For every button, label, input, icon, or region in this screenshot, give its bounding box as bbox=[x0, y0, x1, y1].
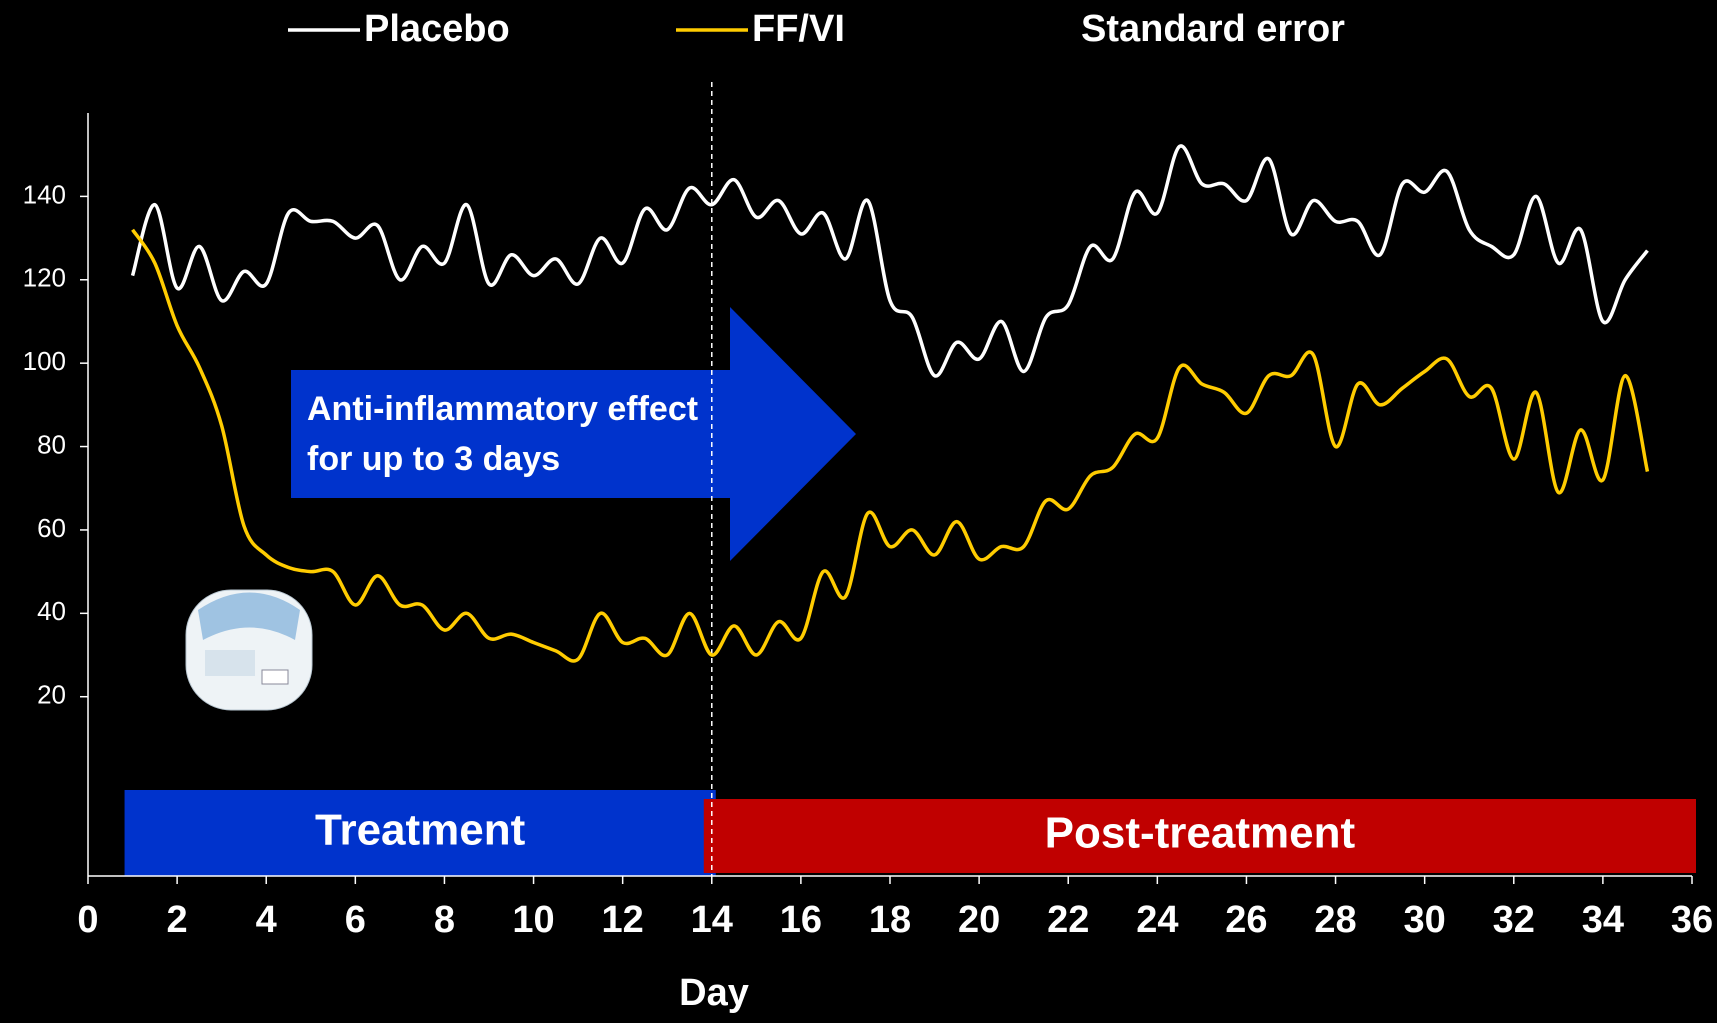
y-tick-label: 140 bbox=[23, 179, 66, 209]
x-tick-label: 36 bbox=[1671, 899, 1713, 941]
phase-label: Treatment bbox=[315, 806, 526, 855]
x-tick-label: 28 bbox=[1314, 899, 1356, 941]
x-tick-label: 2 bbox=[167, 899, 188, 941]
x-axis-label: Day bbox=[679, 972, 749, 1014]
x-tick-label: 12 bbox=[602, 899, 644, 941]
y-tick-label: 120 bbox=[23, 263, 66, 293]
x-tick-label: 6 bbox=[345, 899, 366, 941]
legend-label: Placebo bbox=[364, 8, 510, 50]
x-tick-label: 34 bbox=[1582, 899, 1624, 941]
legend-label: FF/VI bbox=[752, 8, 845, 50]
x-tick-label: 4 bbox=[256, 899, 277, 941]
x-tick-label: 20 bbox=[958, 899, 1000, 941]
x-tick-label: 0 bbox=[77, 899, 98, 941]
x-tick-label: 8 bbox=[434, 899, 455, 941]
series-line bbox=[131, 228, 1650, 663]
y-tick-label: 60 bbox=[37, 513, 66, 543]
x-tick-label: 26 bbox=[1225, 899, 1267, 941]
x-tick-label: 32 bbox=[1493, 899, 1535, 941]
y-tick-label: 40 bbox=[37, 596, 66, 626]
phase-bar bbox=[703, 799, 1696, 873]
arrow bbox=[291, 307, 856, 561]
y-tick-label: 80 bbox=[37, 429, 66, 459]
y-tick-label: 100 bbox=[23, 346, 66, 376]
x-tick-label: 30 bbox=[1404, 899, 1446, 941]
phase-label: Post-treatment bbox=[1045, 809, 1356, 858]
x-tick-label: 14 bbox=[691, 899, 733, 941]
y-tick-label: 20 bbox=[37, 680, 66, 710]
x-tick-label: 24 bbox=[1136, 899, 1178, 941]
phase-bar bbox=[124, 790, 716, 876]
legend-label: Standard error bbox=[1081, 8, 1345, 50]
annotation: for up to 3 days bbox=[307, 440, 560, 478]
x-tick-label: 18 bbox=[869, 899, 911, 941]
x-tick-label: 16 bbox=[780, 899, 822, 941]
inhaler bbox=[185, 589, 313, 711]
series-line bbox=[130, 144, 1649, 378]
annotation: Anti-inflammatory effect bbox=[307, 390, 698, 428]
x-tick-label: 10 bbox=[512, 899, 554, 941]
x-tick-label: 22 bbox=[1047, 899, 1089, 941]
